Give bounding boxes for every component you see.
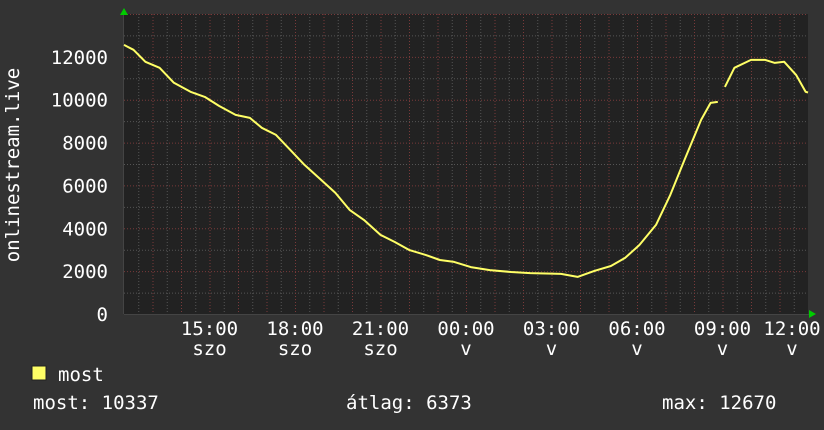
x-tick-day: szo: [192, 338, 226, 360]
stat-average: átlag: 6373: [346, 392, 472, 414]
series-line-segment: [123, 44, 718, 278]
x-axis-arrow-icon: [809, 310, 816, 318]
x-tick-time: 06:00: [608, 318, 665, 340]
y-axis-arrow-icon: [120, 8, 128, 15]
y-tick-label: 10000: [51, 90, 108, 112]
x-tick-time: 00:00: [437, 318, 494, 340]
x-tick-day: v: [717, 338, 728, 360]
y-tick-label: 8000: [62, 133, 108, 155]
series-most: [123, 44, 809, 278]
x-tick-time: 12:00: [763, 318, 820, 340]
y-axis-ticks: 0 2000 4000 6000 8000 10000 12000: [51, 47, 108, 326]
x-tick-time: 18:00: [266, 318, 323, 340]
y-tick-label: 2000: [62, 261, 108, 283]
x-tick-time: 03:00: [523, 318, 580, 340]
x-tick-time: 21:00: [352, 318, 409, 340]
x-axis-ticks: 15:00szo18:00szo21:00szo00:00v03:00v06:0…: [181, 318, 821, 360]
stat-max: max: 12670: [662, 392, 776, 414]
x-tick-day: v: [786, 338, 797, 360]
x-tick-time: 09:00: [694, 318, 751, 340]
x-tick-day: v: [460, 338, 471, 360]
grid: [123, 12, 810, 315]
x-tick-day: szo: [363, 338, 397, 360]
y-axis-label: onlinestream.live: [2, 68, 24, 262]
stat-current: most: 10337: [33, 392, 159, 414]
x-tick-time: 15:00: [181, 318, 238, 340]
y-tick-label: 0: [97, 304, 108, 326]
y-tick-label: 12000: [51, 47, 108, 69]
x-tick-day: szo: [278, 338, 312, 360]
x-tick-day: v: [546, 338, 557, 360]
legend-label: most: [58, 364, 104, 386]
x-tick-day: v: [631, 338, 642, 360]
legend-swatch: [31, 365, 47, 381]
y-tick-label: 6000: [62, 175, 108, 197]
y-tick-label: 4000: [62, 218, 108, 240]
